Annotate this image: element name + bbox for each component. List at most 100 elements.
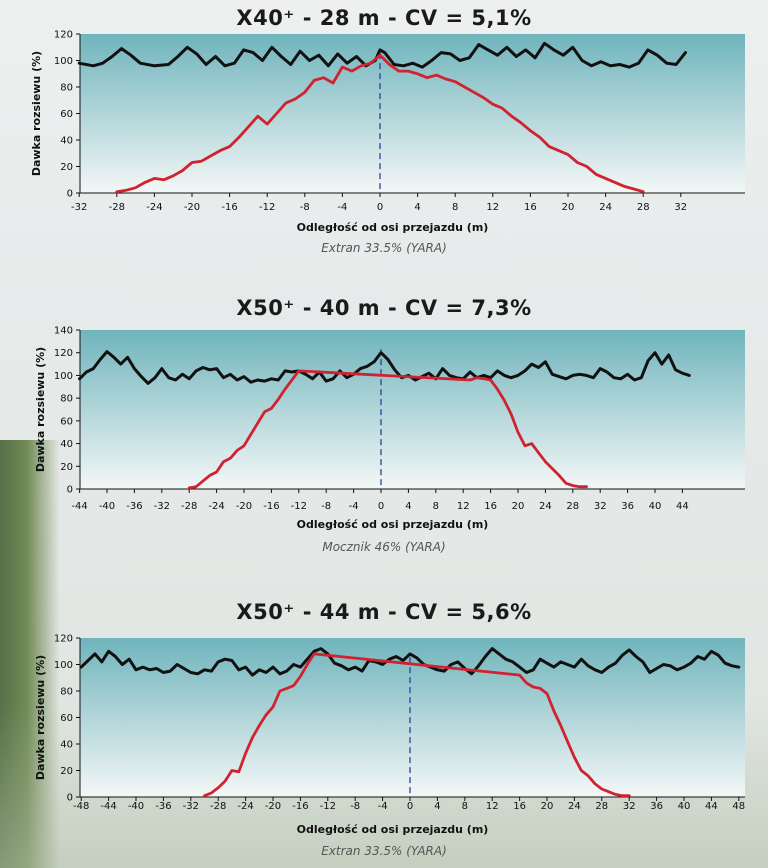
x-tick-label: 20 <box>541 801 554 812</box>
x-tick-label: -16 <box>263 501 279 512</box>
series-single-pass-line <box>115 53 645 194</box>
x-tick-label: -24 <box>208 501 224 512</box>
x-tick-label: -12 <box>259 202 275 213</box>
x-tick-label: 24 <box>599 202 612 213</box>
x-tick-label: 20 <box>512 501 525 512</box>
y-tick-label: 0 <box>67 189 73 200</box>
y-tick-label: 80 <box>60 83 73 94</box>
chart-3-subtitle: Extran 33.5% (YARA) <box>321 844 447 858</box>
x-tick-label: 8 <box>452 202 458 213</box>
x-tick-label: -24 <box>146 202 162 213</box>
x-tick-label: -28 <box>109 202 125 213</box>
x-tick-label: -16 <box>221 202 237 213</box>
y-axis-label: Dawka rozsiewu (%) <box>34 347 47 472</box>
x-tick-label: -32 <box>71 202 87 213</box>
x-tick-label: 12 <box>486 202 499 213</box>
x-axis-label: Odległość od osi przejazdu (m) <box>297 221 489 234</box>
x-tick-label: -32 <box>183 801 199 812</box>
series-single-pass-line <box>187 369 588 490</box>
x-tick-label: 16 <box>524 202 537 213</box>
x-tick-label: -12 <box>291 501 307 512</box>
chart-1-subtitle: Extran 33.5% (YARA) <box>321 241 447 255</box>
x-tick-label: 28 <box>566 501 579 512</box>
x-tick-label: 8 <box>462 801 468 812</box>
y-tick-label: 60 <box>60 109 73 120</box>
y-tick-label: 100 <box>54 56 73 67</box>
y-tick-label: 100 <box>54 660 73 671</box>
x-tick-label: 28 <box>595 801 608 812</box>
y-tick-label: 0 <box>67 793 73 804</box>
x-axis-label: Odległość od osi przejazdu (m) <box>297 823 489 836</box>
y-tick-label: 60 <box>60 713 73 724</box>
y-axis-label: Dawka rozsiewu (%) <box>30 51 43 176</box>
x-axis-label: Odległość od osi przejazdu (m) <box>297 518 489 531</box>
y-tick-label: 40 <box>60 740 73 751</box>
y-tick-label: 40 <box>60 136 73 147</box>
plot-area <box>80 330 745 489</box>
x-tick-label: 0 <box>407 801 413 812</box>
chart-1: 0 20 40 60 80 100 120 -32 -28 -24 -20 -16 -12 -8 -4 0 4 8… <box>30 30 745 234</box>
x-tick-label: -28 <box>181 501 197 512</box>
x-tick-label: -20 <box>265 801 281 812</box>
chart-2-title: X50⁺ - 40 m - CV = 7,3% <box>236 296 532 320</box>
series-total-line <box>77 41 687 69</box>
x-tick-label: 36 <box>650 801 663 812</box>
x-tick-label: -12 <box>320 801 336 812</box>
x-tick-label: -16 <box>292 801 308 812</box>
y-tick-label: 120 <box>54 30 73 41</box>
chart-1-title: X40⁺ - 28 m - CV = 5,1% <box>236 6 532 30</box>
x-tick-label: -4 <box>337 202 347 213</box>
x-tick-label: 16 <box>484 501 497 512</box>
series-total-line <box>79 647 741 677</box>
plot-area <box>80 638 745 797</box>
y-tick-label: 140 <box>54 326 73 337</box>
x-tick-label: 44 <box>705 801 718 812</box>
series-total-line <box>78 350 691 385</box>
x-tick-label: -24 <box>237 801 253 812</box>
y-tick-label: 20 <box>60 162 73 173</box>
x-tick-label: 28 <box>637 202 650 213</box>
y-tick-label: 80 <box>60 687 73 698</box>
x-tick-label: 0 <box>378 501 384 512</box>
x-tick-label: 32 <box>674 202 687 213</box>
x-tick-label: 4 <box>434 801 440 812</box>
x-tick-label: 12 <box>457 501 470 512</box>
x-tick-label: 40 <box>649 501 662 512</box>
x-tick-label: -40 <box>128 801 144 812</box>
x-tick-label: -20 <box>236 501 252 512</box>
x-tick-label: 12 <box>486 801 499 812</box>
x-tick-label: 48 <box>732 801 745 812</box>
y-tick-label: 20 <box>60 462 73 473</box>
y-tick-label: 120 <box>54 348 73 359</box>
x-tick-label: 24 <box>568 801 581 812</box>
x-tick-label: 40 <box>678 801 691 812</box>
x-tick-label: -28 <box>210 801 226 812</box>
x-tick-label: 4 <box>414 202 420 213</box>
x-tick-label: -44 <box>100 801 116 812</box>
x-tick-label: 36 <box>621 501 634 512</box>
y-tick-label: 0 <box>67 485 73 496</box>
x-tick-label: -8 <box>300 202 310 213</box>
x-tick-label: -20 <box>184 202 200 213</box>
chart-3-title: X50⁺ - 44 m - CV = 5,6% <box>236 600 532 624</box>
x-tick-label: -36 <box>155 801 171 812</box>
x-tick-label: -4 <box>349 501 359 512</box>
x-tick-label: -4 <box>378 801 388 812</box>
x-tick-label: -8 <box>321 501 331 512</box>
x-tick-label: 0 <box>377 202 383 213</box>
x-tick-label: 32 <box>623 801 636 812</box>
x-tick-label: 24 <box>539 501 552 512</box>
x-tick-label: 4 <box>405 501 411 512</box>
x-tick-label: 20 <box>562 202 575 213</box>
y-tick-label: 100 <box>54 371 73 382</box>
x-tick-label: -32 <box>154 501 170 512</box>
x-tick-label: -36 <box>126 501 142 512</box>
plot-area <box>80 34 745 193</box>
chart-2-subtitle: Mocznik 46% (YARA) <box>322 540 446 554</box>
x-tick-label: -48 <box>73 801 89 812</box>
y-tick-label: 80 <box>60 394 73 405</box>
y-tick-label: 20 <box>60 766 73 777</box>
x-tick-label: 16 <box>513 801 526 812</box>
